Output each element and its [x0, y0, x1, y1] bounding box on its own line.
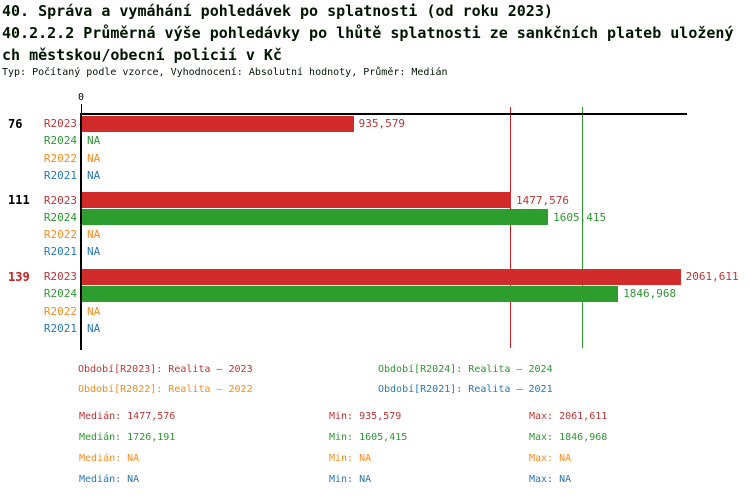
stat-median-R2021: Medián: NA	[79, 474, 140, 485]
bar-value-111-R2024: 1605,415	[553, 210, 607, 224]
series-label-R2022: R2022	[43, 304, 77, 318]
chart-subtitle: Typ: Počítaný podle vzorce, Vyhodnocení:…	[2, 67, 448, 78]
page-title-line1: 40. Správa a vymáhání pohledávek po spla…	[2, 2, 553, 20]
group-label-76: 76	[8, 116, 23, 131]
bar-na-139-R2022: NA	[87, 304, 101, 318]
stat-min-R2024: Min: 1605,415	[329, 432, 408, 443]
stat-min-R2022: Min: NA	[329, 453, 372, 464]
series-label-R2024: R2024	[43, 210, 77, 224]
group-label-111: 111	[8, 193, 30, 207]
group-label-139: 139	[8, 269, 30, 284]
legend-R2024: Období[R2024]: Realita – 2024	[378, 364, 553, 375]
bar-na-76-R2024: NA	[87, 134, 101, 148]
bar-na-111-R2021: NA	[87, 245, 101, 259]
stat-max-R2022: Max: NA	[529, 453, 572, 464]
median-line-R2023	[510, 107, 511, 348]
stat-min-R2023: Min: 935,579	[329, 411, 402, 422]
legend-R2021: Období[R2021]: Realita – 2021	[378, 383, 553, 395]
series-label-R2024: R2024	[43, 134, 77, 148]
legend-R2022: Období[R2022]: Realita – 2022	[78, 383, 253, 395]
stat-median-R2023: Medián: 1477,576	[79, 411, 176, 422]
series-label-R2023: R2023	[43, 117, 77, 130]
stat-max-R2024: Max: 1846,968	[529, 432, 608, 443]
page-title-line3: ch městskou/obecní policií v Kč	[2, 46, 282, 64]
series-label-R2022: R2022	[43, 228, 77, 242]
bar-value-76-R2023: 935,579	[358, 117, 405, 130]
bar-na-111-R2022: NA	[87, 228, 101, 242]
stat-median-R2022: Medián: NA	[79, 453, 140, 464]
bar-111-R2024	[82, 209, 549, 226]
bar-139-R2024	[82, 285, 619, 302]
page-title-line2: 40.2.2.2 Průměrná výše pohledávky po lhů…	[2, 24, 734, 42]
bar-value-139-R2023: 2061,611	[685, 270, 739, 283]
bar-na-76-R2022: NA	[87, 151, 101, 165]
legend-R2023: Období[R2023]: Realita – 2023	[78, 364, 253, 375]
stat-max-R2021: Max: NA	[529, 474, 572, 485]
axis-top-line	[81, 113, 687, 115]
axis-origin-label: 0	[78, 92, 85, 103]
bar-139-R2023	[82, 268, 681, 285]
axis-origin-tick	[81, 104, 82, 113]
bar-value-139-R2024: 1846,968	[623, 287, 677, 301]
stat-min-R2021: Min: NA	[329, 474, 372, 485]
bar-na-139-R2021: NA	[87, 321, 101, 335]
series-label-R2021: R2021	[43, 168, 77, 182]
series-label-R2023: R2023	[43, 193, 77, 207]
axis-vertical-line	[80, 113, 82, 350]
bar-111-R2023	[82, 192, 511, 208]
bar-value-111-R2023: 1477,576	[516, 193, 569, 207]
series-label-R2022: R2022	[43, 151, 77, 165]
stat-median-R2024: Medián: 1726,191	[79, 432, 176, 443]
series-label-R2023: R2023	[43, 270, 77, 283]
bar-na-76-R2021: NA	[87, 168, 101, 182]
stat-max-R2023: Max: 2061,611	[529, 411, 608, 422]
series-label-R2021: R2021	[43, 321, 77, 335]
series-label-R2024: R2024	[43, 287, 77, 301]
bar-76-R2023	[82, 115, 354, 132]
median-line-R2024	[582, 107, 583, 348]
series-label-R2021: R2021	[43, 245, 77, 259]
